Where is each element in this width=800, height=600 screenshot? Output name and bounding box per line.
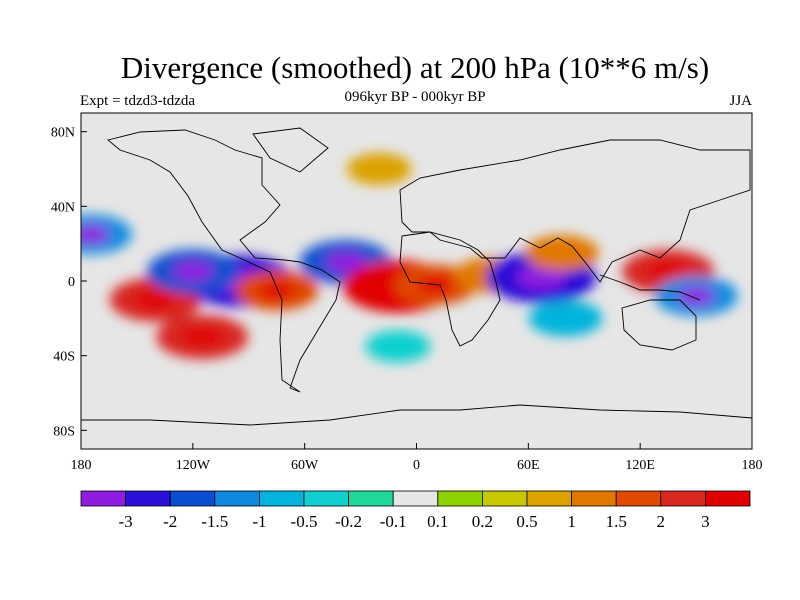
y-tick-label: 80S	[53, 424, 75, 439]
colorbar-swatch	[437, 490, 483, 507]
field-core-4	[81, 225, 109, 244]
x-tick-label: 180	[742, 458, 763, 473]
field-feature-16	[365, 330, 431, 363]
x-tick-label: 60E	[517, 458, 540, 473]
field-core-5	[258, 281, 296, 300]
y-tick-label: 80N	[51, 126, 75, 141]
field-core-3	[172, 261, 214, 282]
colorbar-swatch	[705, 490, 751, 507]
y-tick-label: 40S	[53, 350, 75, 365]
colorbar-label: 3	[701, 512, 710, 531]
colorbar-swatch	[169, 490, 216, 507]
colorbar-label: -0.1	[380, 512, 407, 531]
x-tick-label: 0	[413, 458, 420, 473]
colorbar-label: -0.5	[291, 512, 318, 531]
season-label: JJA	[729, 93, 752, 109]
colorbar-label: 0.1	[427, 512, 448, 531]
field-core-12	[647, 261, 689, 282]
x-tick-label: 120W	[176, 458, 211, 473]
field-core-6	[324, 252, 367, 273]
field-feature-15	[346, 153, 412, 185]
colorbar-swatch	[80, 490, 126, 507]
colorbar-swatch	[258, 490, 305, 507]
colorbar: -3 -2 -1.5 -1 -0.5 -0.2 -0.1 0.1 0.2 0.5 1 1.5 2 3	[80, 490, 751, 531]
colorbar-swatch	[125, 490, 171, 507]
colorbar-label: -0.2	[335, 512, 362, 531]
colorbar-label: -1	[252, 512, 266, 531]
colorbar-label: 0.5	[516, 512, 537, 531]
y-tick-label: 0	[68, 275, 75, 290]
colorbar-label: -1.5	[201, 512, 228, 531]
field-core-1	[181, 327, 223, 347]
colorbar-label: 1.5	[606, 512, 627, 531]
colorbar-swatch	[615, 490, 662, 507]
colorbar-swatch	[481, 490, 528, 507]
field-core-10	[516, 265, 567, 289]
y-tick-label: 40N	[51, 200, 75, 215]
colorbar-label: 0.2	[472, 512, 493, 531]
colorbar-swatch	[392, 490, 439, 507]
coastlines	[81, 127, 752, 426]
x-tick-label: 120E	[625, 458, 655, 473]
chart-title: Divergence (smoothed) at 200 hPa (10**6 …	[120, 50, 710, 85]
colorbar-label: 1	[567, 512, 576, 531]
chart-subtitle: 096kyr BP - 000kyr BP	[344, 89, 486, 105]
colorbar-swatch	[526, 490, 572, 507]
x-tick-label: 60W	[291, 458, 319, 473]
colorbar-swatch	[214, 490, 260, 507]
axis-ticks: 180 120W 60W 0 60E 120E 180 80N 40N 0 40S 80S	[51, 126, 763, 473]
x-tick-label: 180	[71, 458, 92, 473]
experiment-label: Expt = tdzd3-tdzda	[80, 93, 196, 109]
colorbar-label: -2	[163, 512, 177, 531]
colorbar-swatch	[303, 490, 349, 507]
field-feature-11	[524, 235, 599, 271]
field-feature-14	[528, 300, 603, 337]
colorbar-swatch	[571, 490, 617, 507]
field-core-13	[677, 286, 715, 305]
colorbar-swatch	[348, 490, 394, 507]
field-core-0	[134, 289, 177, 310]
colorbar-label: 2	[657, 512, 666, 531]
colorbar-swatch	[660, 490, 706, 507]
colorbar-label: -3	[119, 512, 133, 531]
